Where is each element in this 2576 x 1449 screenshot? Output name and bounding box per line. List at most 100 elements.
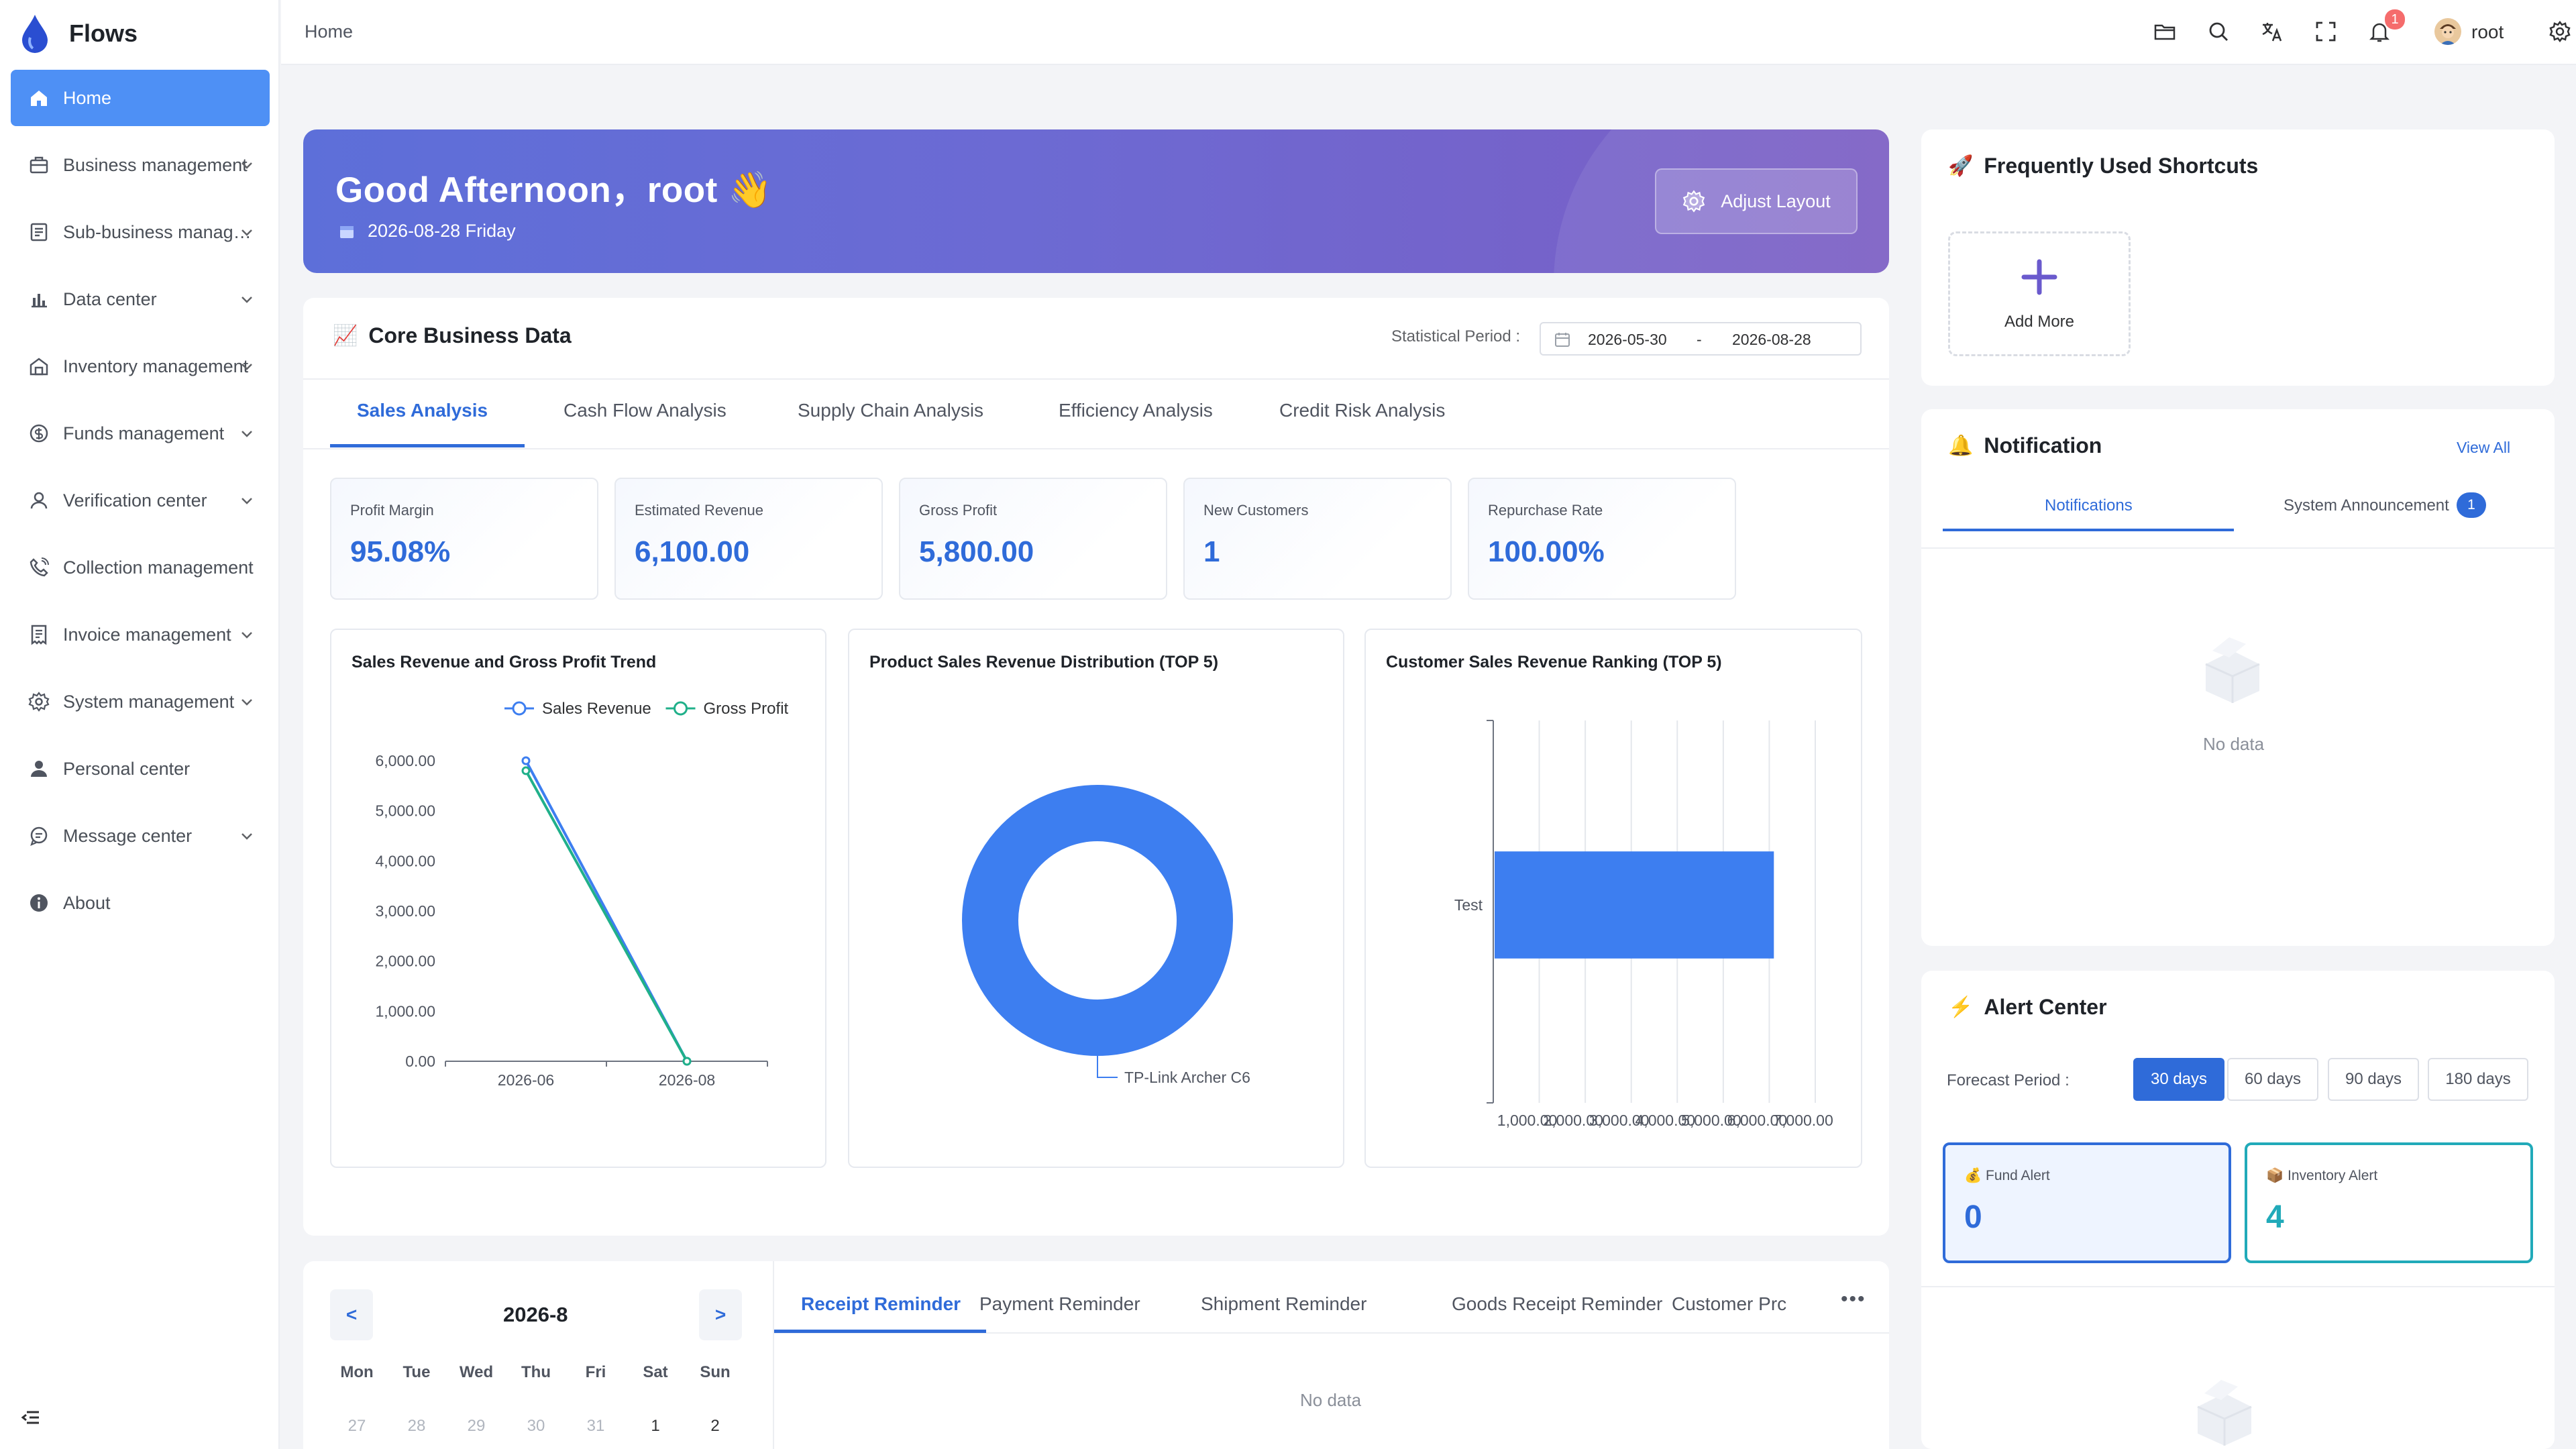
metric-card[interactable]: Profit Margin 95.08% — [330, 478, 598, 600]
calendar-day[interactable]: 1 — [651, 1417, 660, 1435]
calendar-prev-button[interactable]: < — [330, 1289, 373, 1340]
chevron-down-icon[interactable] — [239, 492, 255, 508]
period-180-days-button[interactable]: 180 days — [2428, 1058, 2528, 1101]
date-separator: - — [1697, 331, 1702, 348]
translate-icon[interactable] — [2261, 20, 2284, 43]
chevron-down-icon[interactable] — [239, 627, 255, 643]
sidebar-item-message-center[interactable]: Message center — [11, 808, 270, 864]
folder-icon[interactable] — [2153, 20, 2176, 43]
tab-efficiency-analysis[interactable]: Efficiency Analysis — [1059, 400, 1213, 421]
chevron-down-icon[interactable] — [239, 425, 255, 441]
calendar-day[interactable]: 28 — [407, 1417, 426, 1435]
sidebar-item-about[interactable]: About — [11, 875, 270, 931]
collapse-sidebar-icon[interactable] — [20, 1407, 42, 1428]
tab-shipment-reminder[interactable]: Shipment Reminder — [1201, 1293, 1367, 1314]
settings-gear-icon[interactable] — [2548, 20, 2571, 43]
calendar-icon — [340, 225, 354, 238]
tab-goods-receipt-reminder[interactable]: Goods Receipt Reminder — [1452, 1293, 1663, 1314]
tab-system-announcement[interactable]: System Announcement — [2284, 496, 2449, 515]
end-date[interactable]: 2026-08-28 — [1732, 331, 1811, 348]
chevron-down-icon[interactable] — [239, 157, 255, 173]
sidebar-item-inventory-management[interactable]: Inventory management — [11, 338, 270, 394]
data-point[interactable] — [521, 766, 531, 775]
x-tick-label: 2026-08 — [659, 1071, 715, 1089]
username-label[interactable]: root — [2471, 21, 2504, 42]
inventory-alert-card[interactable]: 📦 Inventory Alert 4 — [2245, 1142, 2533, 1263]
calendar-day[interactable]: 2 — [710, 1417, 720, 1435]
adjust-layout-button[interactable]: Adjust Layout — [1655, 168, 1858, 234]
calendar-day[interactable]: 29 — [467, 1417, 486, 1435]
add-shortcut-button[interactable]: Add More — [1948, 231, 2131, 356]
tab-customer-prc[interactable]: Customer Prc — [1672, 1293, 1787, 1314]
sidebar-item-personal-center[interactable]: Personal center — [11, 741, 270, 797]
sidebar-item-label: Business management — [63, 154, 248, 175]
sidebar-item-collection-management[interactable]: Collection management — [11, 539, 270, 596]
core-title-text: Core Business Data — [368, 323, 572, 347]
avatar[interactable] — [2434, 18, 2461, 45]
sidebar-item-funds-management[interactable]: Funds management — [11, 405, 270, 462]
period-60-days-button[interactable]: 60 days — [2227, 1058, 2318, 1101]
legend-item[interactable]: Sales Revenue — [504, 700, 651, 718]
sidebar-item-data-center[interactable]: Data center — [11, 271, 270, 327]
sidebar-item-invoice-management[interactable]: Invoice management — [11, 606, 270, 663]
metric-card[interactable]: New Customers 1 — [1183, 478, 1452, 600]
more-tabs-button[interactable]: ••• — [1841, 1288, 1866, 1310]
metric-label: Repurchase Rate — [1488, 502, 1603, 519]
sidebar-item-label: Home — [63, 87, 112, 108]
alert-title: ⚡ Alert Center — [1948, 995, 2107, 1020]
calendar-reminders-card: < 2026-8 > Mon Tue Wed Thu Fri Sat Sun 27 28 29 30… — [303, 1261, 1889, 1449]
tab-notifications[interactable]: Notifications — [2045, 496, 2133, 515]
inventory-alert-label-text: Inventory Alert — [2288, 1168, 2378, 1183]
tab-sales-analysis[interactable]: Sales Analysis — [357, 400, 488, 421]
metric-card[interactable]: Gross Profit 5,800.00 — [899, 478, 1167, 600]
sidebar-item-sub-business-management[interactable]: Sub-business management — [11, 204, 270, 260]
period-30-days-button[interactable]: 30 days — [2133, 1058, 2224, 1101]
x-tick-label: 6,000.00 — [1727, 1112, 1788, 1129]
donut-slice[interactable] — [962, 785, 1233, 1056]
search-icon[interactable] — [2207, 20, 2230, 43]
fund-alert-label-text: Fund Alert — [1986, 1168, 2050, 1183]
fullscreen-icon[interactable] — [2314, 20, 2337, 43]
calendar-icon — [1555, 333, 1570, 347]
calendar-day[interactable]: 31 — [586, 1417, 605, 1435]
start-date[interactable]: 2026-05-30 — [1588, 331, 1667, 348]
chevron-down-icon[interactable] — [239, 224, 255, 240]
app-logo[interactable]: Flows — [18, 13, 138, 54]
sidebar-item-business-management[interactable]: Business management — [11, 137, 270, 193]
view-all-link[interactable]: View All — [2457, 439, 2511, 456]
tab-receipt-reminder[interactable]: Receipt Reminder — [801, 1293, 961, 1314]
sidebar-item-label: Inventory management — [63, 356, 249, 376]
calendar-next-button[interactable]: > — [699, 1289, 742, 1340]
wave-emoji-icon: 👋 — [728, 170, 773, 210]
tab-payment-reminder[interactable]: Payment Reminder — [979, 1293, 1140, 1314]
metric-card[interactable]: Estimated Revenue 6,100.00 — [614, 478, 883, 600]
x-tick-label: 4,000.00 — [1635, 1112, 1696, 1129]
chevron-down-icon[interactable] — [239, 291, 255, 307]
chevron-down-icon[interactable] — [239, 358, 255, 374]
series-line-2 — [525, 769, 688, 1062]
data-point[interactable] — [682, 1057, 692, 1066]
active-reminder-indicator — [774, 1330, 986, 1333]
chevron-down-icon[interactable] — [239, 694, 255, 710]
metric-card[interactable]: Repurchase Rate 100.00% — [1468, 478, 1736, 600]
date-range-picker[interactable]: 2026-05-30 - 2026-08-28 — [1540, 322, 1862, 356]
tab-supply-chain-analysis[interactable]: Supply Chain Analysis — [798, 400, 984, 421]
sidebar-item-verification-center[interactable]: Verification center — [11, 472, 270, 529]
calendar-day[interactable]: 30 — [527, 1417, 545, 1435]
legend-item[interactable]: Gross Profit — [665, 700, 789, 718]
data-point[interactable] — [521, 756, 531, 765]
bar[interactable] — [1495, 851, 1774, 959]
fund-alert-card[interactable]: 💰 Fund Alert 0 — [1943, 1142, 2231, 1263]
sidebar-item-home[interactable]: Home — [11, 70, 270, 126]
bell-icon[interactable] — [2368, 20, 2391, 43]
home-icon — [31, 91, 47, 106]
tab-cash-flow-analysis[interactable]: Cash Flow Analysis — [564, 400, 727, 421]
x-tick-label: 3,000.00 — [1589, 1112, 1650, 1129]
period-90-days-button[interactable]: 90 days — [2328, 1058, 2419, 1101]
chevron-down-icon[interactable] — [239, 828, 255, 844]
calendar-day[interactable]: 27 — [347, 1417, 366, 1435]
plus-icon — [2021, 259, 2057, 295]
tab-credit-risk-analysis[interactable]: Credit Risk Analysis — [1279, 400, 1446, 421]
breadcrumb[interactable]: Home — [305, 21, 354, 42]
sidebar-item-system-management[interactable]: System management — [11, 674, 270, 730]
